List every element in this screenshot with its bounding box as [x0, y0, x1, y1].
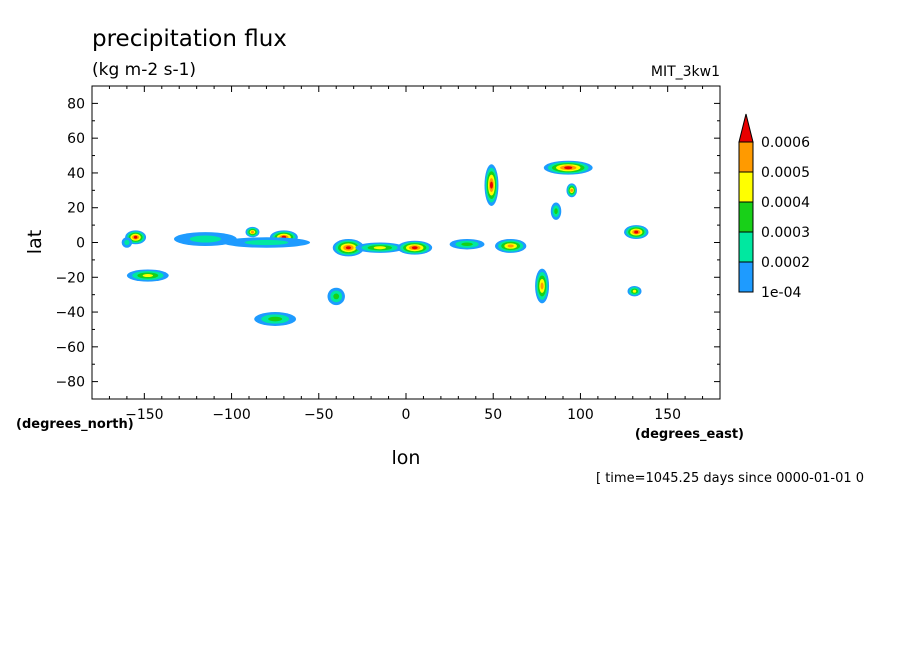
contour-level-3 — [268, 316, 283, 322]
precip-cell — [494, 239, 527, 253]
precip-cell — [624, 225, 649, 240]
chart-title: precipitation flux — [92, 26, 287, 52]
colorbar-label: 0.0005 — [761, 165, 810, 181]
y-tick-label: 0 — [76, 236, 85, 252]
colorbar-segment — [738, 171, 754, 203]
x-tick-label: 100 — [567, 407, 594, 423]
model-label: MIT_3kw1 — [651, 64, 720, 80]
contour-level-5 — [570, 188, 574, 192]
x-tick-label: 50 — [484, 407, 502, 423]
contour-level-6 — [564, 166, 573, 170]
precip-cell — [327, 287, 345, 306]
contour-level-2 — [189, 235, 222, 243]
precip-cell — [222, 237, 311, 248]
contour-level-6 — [411, 246, 418, 250]
x-tick-label: −100 — [212, 407, 250, 423]
colorbar-label: 0.0003 — [761, 225, 810, 241]
precip-cell — [543, 160, 593, 175]
precip-contours — [121, 160, 649, 326]
precip-cell — [397, 240, 433, 255]
chart-subtitle: (kg m-2 s-1) — [92, 60, 196, 80]
precip-cell — [449, 239, 485, 250]
colorbar-segment — [738, 201, 754, 233]
y-tick-label: 60 — [67, 131, 85, 147]
contour-level-6 — [489, 181, 493, 189]
precip-cell — [535, 268, 550, 304]
precip-cell — [627, 285, 642, 297]
colorbar-label: 0.0004 — [761, 195, 810, 211]
colorbar-label: 0.0002 — [761, 255, 810, 271]
contour-level-6 — [634, 230, 639, 234]
precip-cell — [332, 239, 365, 257]
x-tick-label: 0 — [402, 407, 411, 423]
precip-cell — [121, 237, 133, 248]
y-tick-label: −20 — [55, 270, 85, 286]
y-ticks: 80 60 40 20 0 −20 −40 −60 −80 — [55, 85, 720, 400]
contour-level-2 — [244, 239, 289, 246]
contour-level-6 — [345, 246, 352, 250]
contour-level-4 — [373, 246, 386, 250]
contour-level-3 — [333, 293, 340, 300]
contour-level-3 — [554, 208, 558, 215]
precip-cell — [355, 242, 405, 253]
x-tick-label: 150 — [654, 407, 681, 423]
x-tick-label: −150 — [125, 407, 163, 423]
y-units: (degrees_north) — [16, 417, 134, 432]
contour-level-5 — [540, 282, 544, 290]
contour-level-3 — [461, 242, 473, 246]
y-tick-label: 80 — [67, 96, 85, 112]
colorbar-label: 1e-04 — [761, 285, 801, 301]
colorbar-segment — [738, 141, 754, 173]
precip-cell — [484, 164, 499, 206]
contour-level-5 — [250, 230, 254, 234]
colorbar-segment — [738, 231, 754, 263]
colorbar-segment — [738, 261, 754, 293]
y-axis-label: lat — [24, 230, 46, 254]
precip-cell — [126, 269, 169, 282]
y-tick-label: 40 — [67, 166, 85, 182]
precip-cell — [566, 183, 577, 198]
precip-cell — [254, 312, 297, 326]
y-tick-label: −60 — [55, 340, 85, 356]
y-tick-label: 20 — [67, 201, 85, 217]
x-tick-label: −50 — [304, 407, 334, 423]
contour-level-4 — [632, 289, 637, 293]
contour-level-2 — [124, 239, 130, 246]
x-units: (degrees_east) — [635, 427, 744, 442]
x-ticks: −150 −100 −50 0 50 100 150 — [108, 86, 704, 423]
y-tick-label: −40 — [55, 305, 85, 321]
contour-level-6 — [133, 235, 138, 239]
contour-level-4 — [142, 274, 154, 278]
x-axis-label: lon — [392, 447, 421, 469]
y-tick-label: −80 — [55, 375, 85, 391]
plot-area: −150 −100 −50 0 50 100 150 80 60 40 20 0 −20 −40 −60 −… — [55, 85, 721, 423]
precip-cell — [245, 226, 260, 238]
colorbar-top-arrow — [738, 113, 754, 143]
contour-level-5 — [507, 244, 514, 248]
colorbar: 1e-04 0.0002 0.0003 0.0004 0.0005 0.0006 — [738, 113, 810, 301]
colorbar-label: 0.0006 — [761, 135, 810, 151]
precip-cell — [550, 202, 562, 220]
precip-cell — [173, 232, 237, 246]
time-label: [ time=1045.25 days since 0000-01-01 0 — [596, 471, 864, 486]
